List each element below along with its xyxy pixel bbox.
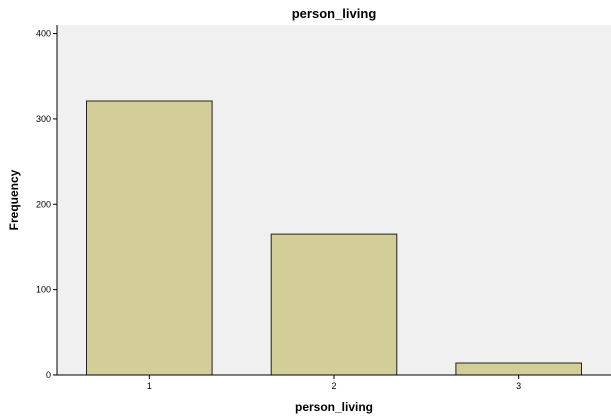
bar-2 bbox=[270, 233, 398, 376]
y-tick-label-200: 200 bbox=[36, 199, 51, 209]
x-tick-label-1: 1 bbox=[147, 381, 152, 391]
bar-3 bbox=[455, 362, 582, 376]
y-axis-label: Frequency bbox=[7, 169, 21, 230]
y-tick-label-300: 300 bbox=[36, 114, 51, 124]
ticks-group: 1 2 3 0 100 200 300 400 bbox=[36, 29, 521, 391]
y-tick-label-400: 400 bbox=[36, 29, 51, 39]
x-tick-label-3: 3 bbox=[516, 381, 521, 391]
x-tick-label-2: 2 bbox=[331, 381, 336, 391]
chart-title: person_living bbox=[292, 6, 377, 21]
x-axis-label: person_living bbox=[295, 400, 373, 414]
y-tick-label-100: 100 bbox=[36, 285, 51, 295]
y-tick-label-0: 0 bbox=[46, 370, 51, 380]
bars-group bbox=[86, 100, 582, 376]
bar-1 bbox=[86, 100, 213, 376]
